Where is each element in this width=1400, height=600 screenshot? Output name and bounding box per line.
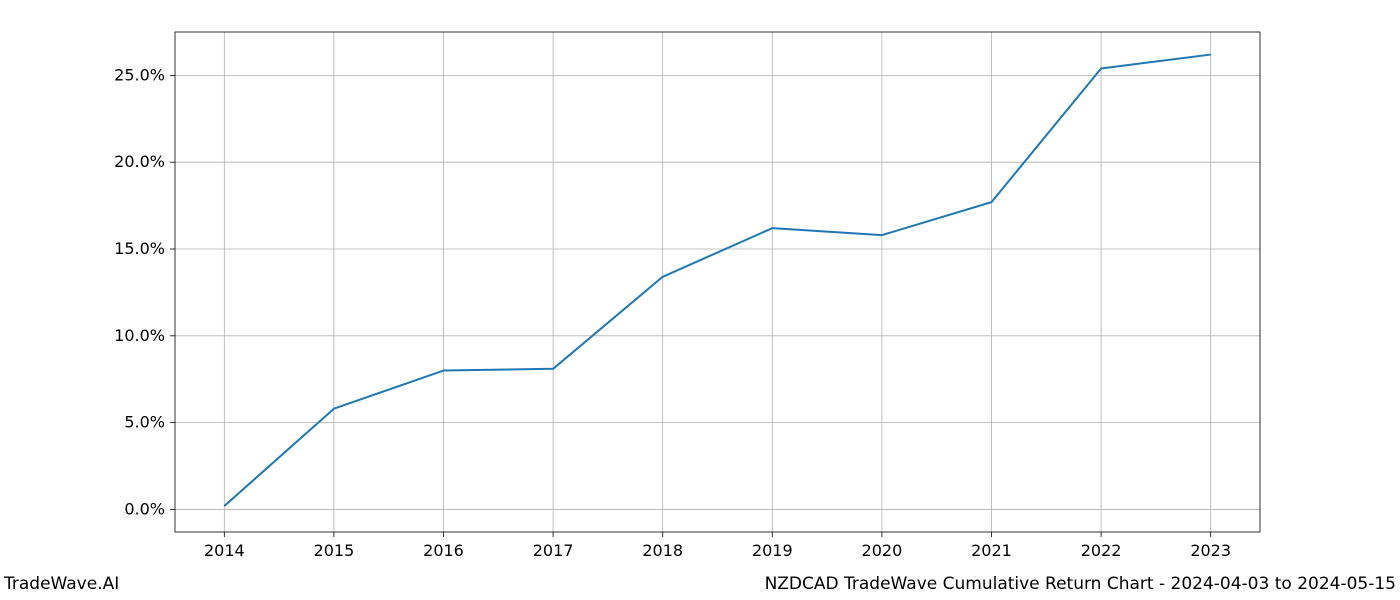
x-tick-label: 2019 (752, 541, 793, 560)
y-tick-label: 20.0% (114, 152, 165, 171)
y-tick-label: 10.0% (114, 326, 165, 345)
y-tick-label: 15.0% (114, 239, 165, 258)
x-tick-label: 2023 (1190, 541, 1231, 560)
y-tick-label: 25.0% (114, 65, 165, 84)
footer-brand: TradeWave.AI (4, 574, 119, 594)
x-tick-label: 2016 (423, 541, 464, 560)
chart-container: 2014 2015 2016 2017 2018 2019 2020 2021 2022 2023… (0, 0, 1400, 600)
x-tick-label: 2021 (971, 541, 1012, 560)
x-tick-label: 2020 (862, 541, 903, 560)
y-tick-label: 5.0% (124, 413, 165, 432)
plot-border (175, 32, 1260, 532)
x-tick-label: 2018 (642, 541, 683, 560)
x-tick-label: 2014 (204, 541, 245, 560)
series-line (224, 55, 1210, 506)
x-tick-label: 2017 (533, 541, 574, 560)
line-chart: 2014 2015 2016 2017 2018 2019 2020 2021 2022 2023… (0, 0, 1400, 600)
x-tick-label: 2015 (314, 541, 355, 560)
y-tick-label: 0.0% (124, 499, 165, 518)
x-tick-label: 2022 (1081, 541, 1122, 560)
footer-caption: NZDCAD TradeWave Cumulative Return Chart… (765, 574, 1396, 594)
